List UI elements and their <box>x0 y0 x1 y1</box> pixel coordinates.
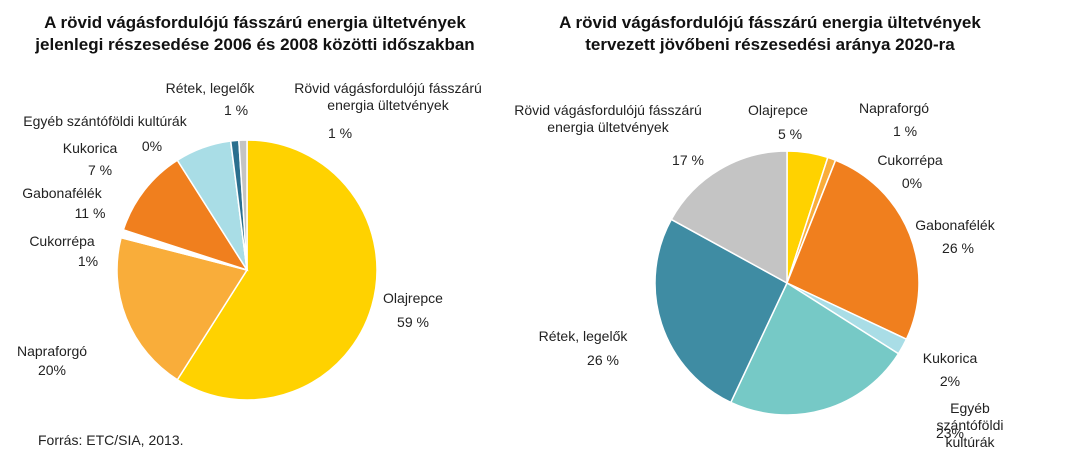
slice-label: Egyéb szántóföldi kultúrák <box>23 113 187 129</box>
slice-value: 1% <box>77 253 99 269</box>
slice-label: Kukorica <box>62 140 118 156</box>
chart-title: A rövid vágásfordulójú fásszárú energia … <box>559 13 981 54</box>
slice-label: Rétek, legelők <box>165 80 255 96</box>
slice-value: 59 % <box>397 314 429 330</box>
pie-slice <box>729 281 900 416</box>
slice-label: Olajrepce <box>748 102 808 118</box>
slice-value: 0% <box>141 138 163 154</box>
slice-label: Kukorica <box>922 350 978 366</box>
slice-value: 1 % <box>223 102 249 118</box>
slice-label: Napraforgó <box>16 343 88 359</box>
slice-value: 23% <box>935 425 965 441</box>
pie-slice <box>116 236 249 381</box>
slice-value: 2% <box>939 373 961 389</box>
slice-value: 26 % <box>942 240 974 256</box>
slice-value: 26 % <box>587 352 619 368</box>
slice-label: Olajrepce <box>383 290 443 306</box>
slice-label: Rövid vágásfordulójú fásszárú energia ül… <box>294 80 482 113</box>
slice-value: 17 % <box>672 152 704 168</box>
slice-value: 1 % <box>892 123 918 139</box>
slice-value: 20% <box>37 362 67 378</box>
slice-label: Rövid vágásfordulójú fásszárú energia ül… <box>514 102 702 135</box>
slice-label: Gabonafélék <box>915 217 995 233</box>
source-note: Forrás: ETC/SIA, 2013. <box>38 432 184 448</box>
slice-value: 1 % <box>327 125 353 141</box>
chart-title: A rövid vágásfordulójú fásszárú energia … <box>35 13 475 54</box>
slice-value: 7 % <box>87 162 113 178</box>
slice-label: Cukorrépa <box>877 152 943 168</box>
slice-value: 0% <box>901 175 923 191</box>
slice-label: Rétek, legelők <box>538 328 628 344</box>
slice-value: 11 % <box>74 205 106 221</box>
slice-label: Napraforgó <box>858 100 930 116</box>
pie-slice <box>238 139 248 271</box>
slice-label: Cukorrépa <box>29 233 95 249</box>
slice-value: 5 % <box>777 126 803 142</box>
pie-slice <box>122 159 249 272</box>
slice-label: Egyéb szántóföldi kultúrák <box>936 400 1004 450</box>
pie-slice <box>176 139 378 401</box>
pie-slice <box>670 150 788 285</box>
slice-label: Gabonafélék <box>22 185 102 201</box>
pie-slice <box>786 159 920 341</box>
